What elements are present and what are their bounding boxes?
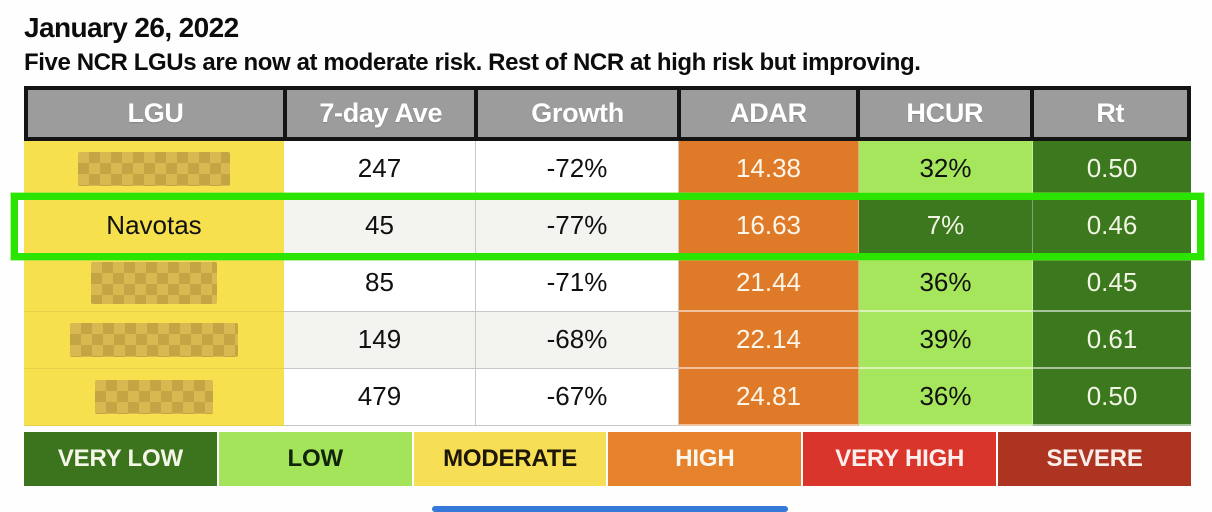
page-title: January 26, 2022	[24, 12, 239, 43]
cell-adar: 21.44	[679, 254, 859, 312]
cell-7day-ave: 149	[284, 311, 476, 369]
table-row: 479 -67% 24.81 36% 0.50	[24, 368, 1191, 426]
risk-table: LGU 7-day Ave Growth ADAR HCUR Rt 247 -7…	[11, 85, 1204, 426]
censored-lgu-name	[70, 322, 238, 357]
legend-item-severe: SEVERE	[998, 431, 1191, 486]
cell-lgu	[24, 140, 284, 198]
legend-item-very-high: VERY HIGH	[803, 431, 997, 486]
legend-item-very-low: VERY LOW	[24, 431, 217, 486]
cell-growth: -77%	[476, 197, 679, 255]
censored-lgu-name	[95, 379, 213, 414]
cell-lgu	[24, 254, 284, 312]
header-cell-lgu: LGU	[28, 89, 284, 137]
cell-rt: 0.45	[1033, 254, 1191, 312]
cell-adar: 24.81	[679, 368, 859, 426]
cell-lgu: Navotas	[24, 197, 284, 255]
legend-item-moderate: MODERATE	[413, 431, 607, 486]
table-header-row: LGU 7-day Ave Growth ADAR HCUR Rt	[24, 85, 1191, 141]
cell-growth: -72%	[476, 140, 679, 198]
legend-item-low: LOW	[218, 431, 412, 486]
cell-growth: -71%	[476, 254, 679, 312]
cell-hcur: 39%	[859, 311, 1033, 369]
cell-lgu	[24, 368, 284, 426]
cell-rt: 0.50	[1033, 368, 1191, 426]
header-cell-adar: ADAR	[680, 89, 857, 137]
header-cell-rt: Rt	[1033, 89, 1187, 137]
cell-hcur: 32%	[859, 140, 1033, 198]
table-row: 85 -71% 21.44 36% 0.45	[24, 254, 1191, 312]
cell-rt: 0.50	[1033, 140, 1191, 198]
cell-7day-ave: 479	[284, 368, 476, 426]
cell-hcur: 36%	[859, 368, 1033, 426]
cell-7day-ave: 247	[284, 140, 476, 198]
risk-legend: VERY LOW LOW MODERATE HIGH VERY HIGH SEV…	[24, 431, 1191, 486]
cell-adar: 14.38	[679, 140, 859, 198]
table-row: 149 -68% 22.14 39% 0.61	[24, 311, 1191, 369]
page-subtitle: Five NCR LGUs are now at moderate risk. …	[24, 49, 921, 77]
censored-lgu-name	[78, 151, 230, 186]
table-row-navotas: Navotas 45 -77% 16.63 7% 0.46	[11, 192, 1204, 260]
censored-lgu-name	[91, 261, 217, 304]
cell-lgu	[24, 311, 284, 369]
cell-7day-ave: 45	[284, 197, 476, 255]
cell-7day-ave: 85	[284, 254, 476, 312]
cell-growth: -68%	[476, 311, 679, 369]
cell-adar: 22.14	[679, 311, 859, 369]
cell-hcur: 36%	[859, 254, 1033, 312]
header-cell-growth: Growth	[478, 89, 677, 137]
bottom-blue-bar	[432, 506, 788, 512]
cell-hcur: 7%	[859, 197, 1033, 255]
cell-growth: -67%	[476, 368, 679, 426]
cell-rt: 0.46	[1033, 197, 1191, 255]
header-cell-hcur: HCUR	[860, 89, 1030, 137]
legend-item-high: HIGH	[608, 431, 802, 486]
cell-adar: 16.63	[679, 197, 859, 255]
header-cell-7day-ave: 7-day Ave	[287, 89, 475, 137]
cell-rt: 0.61	[1033, 311, 1191, 369]
table-row: 247 -72% 14.38 32% 0.50	[24, 140, 1191, 198]
